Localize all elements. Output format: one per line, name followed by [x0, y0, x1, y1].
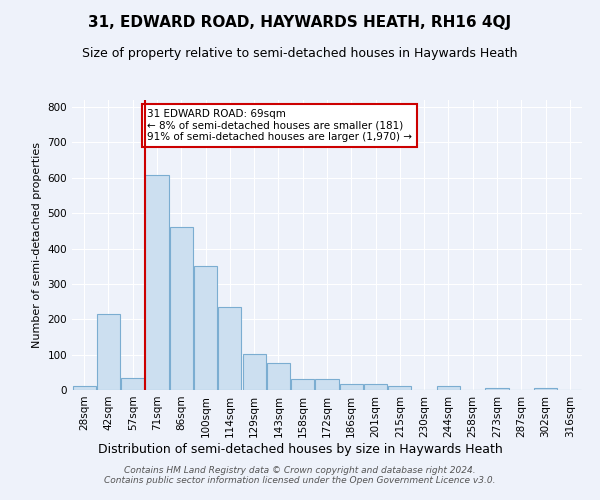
Bar [73, 386, 95, 390]
Bar [340, 384, 363, 390]
Bar [364, 384, 387, 390]
Bar [485, 388, 509, 390]
Y-axis label: Number of semi-detached properties: Number of semi-detached properties [32, 142, 42, 348]
Text: 31 EDWARD ROAD: 69sqm
← 8% of semi-detached houses are smaller (181)
91% of semi: 31 EDWARD ROAD: 69sqm ← 8% of semi-detac… [147, 109, 412, 142]
Bar [267, 364, 290, 390]
Bar [388, 386, 412, 390]
Bar [194, 266, 217, 390]
Text: 31, EDWARD ROAD, HAYWARDS HEATH, RH16 4QJ: 31, EDWARD ROAD, HAYWARDS HEATH, RH16 4Q… [88, 15, 512, 30]
Bar [437, 386, 460, 390]
Bar [121, 378, 144, 390]
Bar [291, 380, 314, 390]
Text: Distribution of semi-detached houses by size in Haywards Heath: Distribution of semi-detached houses by … [98, 442, 502, 456]
Bar [218, 307, 241, 390]
Bar [145, 176, 169, 390]
Text: Contains HM Land Registry data © Crown copyright and database right 2024.
Contai: Contains HM Land Registry data © Crown c… [104, 466, 496, 485]
Bar [316, 380, 338, 390]
Bar [242, 354, 266, 390]
Text: Size of property relative to semi-detached houses in Haywards Heath: Size of property relative to semi-detach… [82, 48, 518, 60]
Bar [170, 228, 193, 390]
Bar [534, 388, 557, 390]
Bar [97, 314, 120, 390]
